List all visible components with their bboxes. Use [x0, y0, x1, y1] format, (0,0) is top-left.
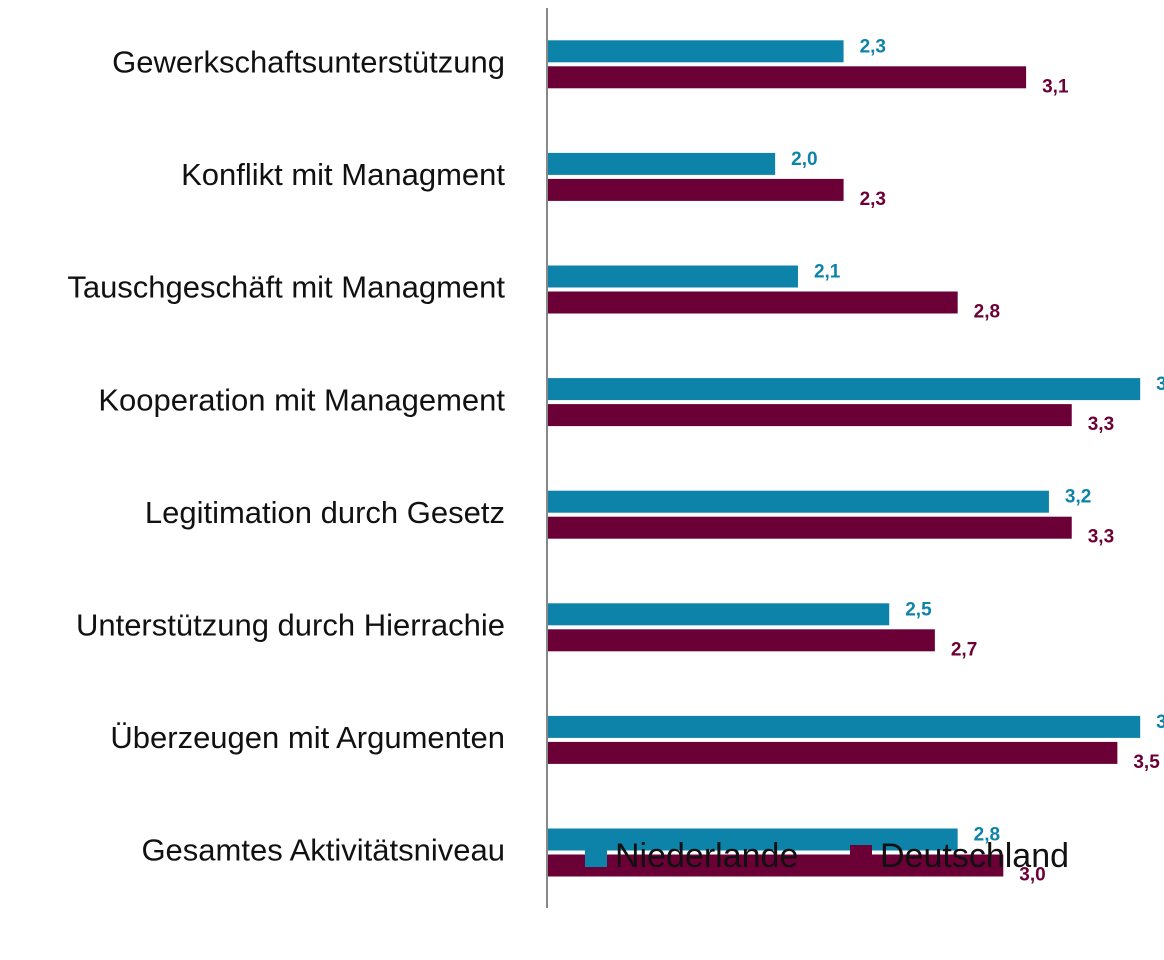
bar [548, 741, 1118, 764]
value-label: 3,1 [1042, 76, 1069, 97]
value-label: 2,5 [905, 599, 932, 620]
bar [548, 404, 1072, 427]
value-label: 2,8 [974, 825, 1000, 846]
bar [548, 152, 776, 175]
legend-swatch [585, 845, 607, 867]
legend-label: Niederlande [615, 837, 798, 875]
value-label: 3,6 [1156, 374, 1164, 395]
value-label: 3,3 [1088, 414, 1114, 435]
value-label: 2,3 [860, 36, 886, 57]
category-label: Tauschgeschäft mit Managment [67, 270, 505, 305]
category-label: Gewerkschaftsunterstützung [112, 44, 505, 79]
category-label: Konflikt mit Managment [181, 157, 505, 192]
bar [548, 629, 935, 652]
category-label: Überzeugen mit Argumenten [110, 720, 505, 755]
value-label: 3,3 [1088, 527, 1114, 548]
bar [548, 490, 1049, 513]
value-label: 2,0 [791, 149, 817, 170]
value-label: 3,6 [1156, 712, 1164, 733]
category-label: Legitimation durch Gesetz [145, 495, 505, 530]
bar [548, 603, 890, 626]
value-label: 2,8 [974, 302, 1000, 323]
bar [548, 178, 844, 201]
legend-swatch [850, 845, 872, 867]
value-label: 2,3 [860, 189, 886, 210]
bar [548, 265, 798, 288]
bar [548, 291, 958, 314]
category-label: Gesamtes Aktivitätsniveau [141, 833, 505, 868]
category-label: Unterstützung durch Hierrachie [76, 607, 505, 642]
value-label: 3,2 [1065, 487, 1091, 508]
bar [548, 378, 1141, 401]
value-label: 3,0 [1019, 865, 1045, 886]
bar [548, 66, 1027, 89]
category-label: Kooperation mit Management [98, 382, 505, 417]
bar [548, 516, 1072, 539]
value-label: 2,1 [814, 262, 841, 283]
bar [548, 854, 1004, 877]
bar [548, 715, 1141, 738]
bar [548, 40, 844, 63]
value-label: 2,7 [951, 639, 977, 660]
legend-label: Deutschland [880, 837, 1069, 875]
value-label: 3,5 [1133, 752, 1160, 773]
